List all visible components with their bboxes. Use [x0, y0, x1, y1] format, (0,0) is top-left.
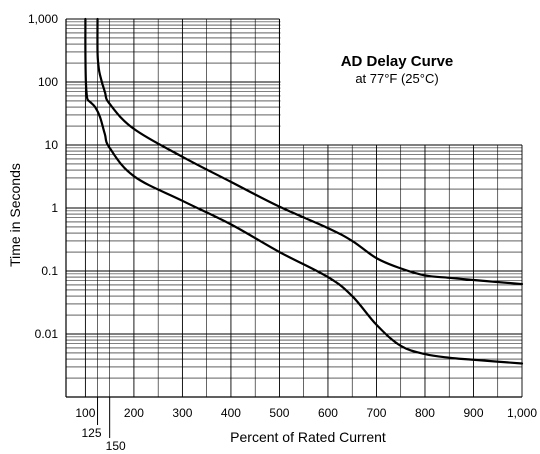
x-tick-label: 700: [366, 406, 386, 420]
x-tick-label: 600: [318, 406, 338, 420]
x-tick-label: 500: [269, 406, 289, 420]
y-tick-label: 10: [45, 138, 59, 152]
chart-title: AD Delay Curve: [341, 53, 454, 70]
title-background: [278, 18, 525, 146]
chart-subtitle: at 77°F (25°C): [355, 71, 438, 86]
tick-labels: 1,000 100 10 1 0.1 0.01 100 125 150 200 300 400 500 6…: [28, 12, 537, 453]
x-tick-label: 1,000: [507, 406, 537, 420]
x-tick-label: 800: [415, 406, 435, 420]
curves: [84, 17, 524, 365]
title-box: [280, 18, 525, 145]
x-tick-label: 300: [172, 406, 192, 420]
x-tick-label: 900: [463, 406, 483, 420]
y-tick-label: 0.01: [35, 327, 59, 341]
y-tick-label: 100: [38, 75, 58, 89]
x-tick-label: 100: [75, 406, 95, 420]
x-tick-label: 125: [82, 426, 102, 440]
x-tick-label: 400: [221, 406, 241, 420]
y-axis-label: Time in Seconds: [7, 163, 23, 267]
y-tick-label: 1: [51, 201, 58, 215]
y-tick-label: 1,000: [28, 12, 58, 26]
x-tick-label: 150: [106, 439, 126, 453]
y-tick-label: 0.1: [41, 264, 58, 278]
delay-curve-upper: [96, 17, 524, 286]
plot-frame: [65, 18, 522, 398]
x-axis-label: Percent of Rated Current: [230, 429, 386, 445]
x-tick-label: 200: [124, 406, 144, 420]
delay-curve-lower: [84, 17, 524, 365]
